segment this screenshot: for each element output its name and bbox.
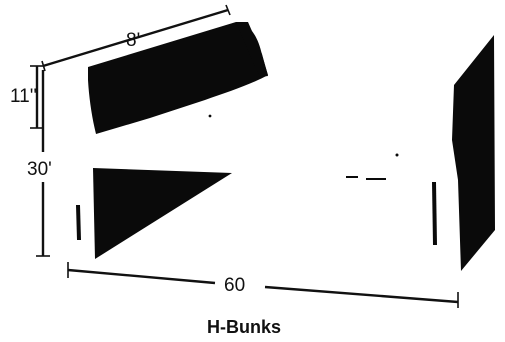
small-height-label: 11'' (10, 86, 37, 107)
top-length-label: 8' (126, 30, 140, 51)
length-dimension: 60 (67, 262, 459, 308)
large-height-dimension: 30' (27, 70, 52, 257)
back-rail-block (88, 22, 268, 134)
middle-marks (208, 114, 399, 180)
length-label: 60 (224, 275, 245, 296)
diagram-caption: H-Bunks (207, 317, 281, 337)
right-end-block (432, 35, 495, 271)
top-dimension: 8' (41, 4, 231, 72)
left-brace-block (76, 168, 232, 259)
small-height-dimension: 11'' (10, 65, 44, 129)
large-height-label: 30' (27, 159, 52, 180)
